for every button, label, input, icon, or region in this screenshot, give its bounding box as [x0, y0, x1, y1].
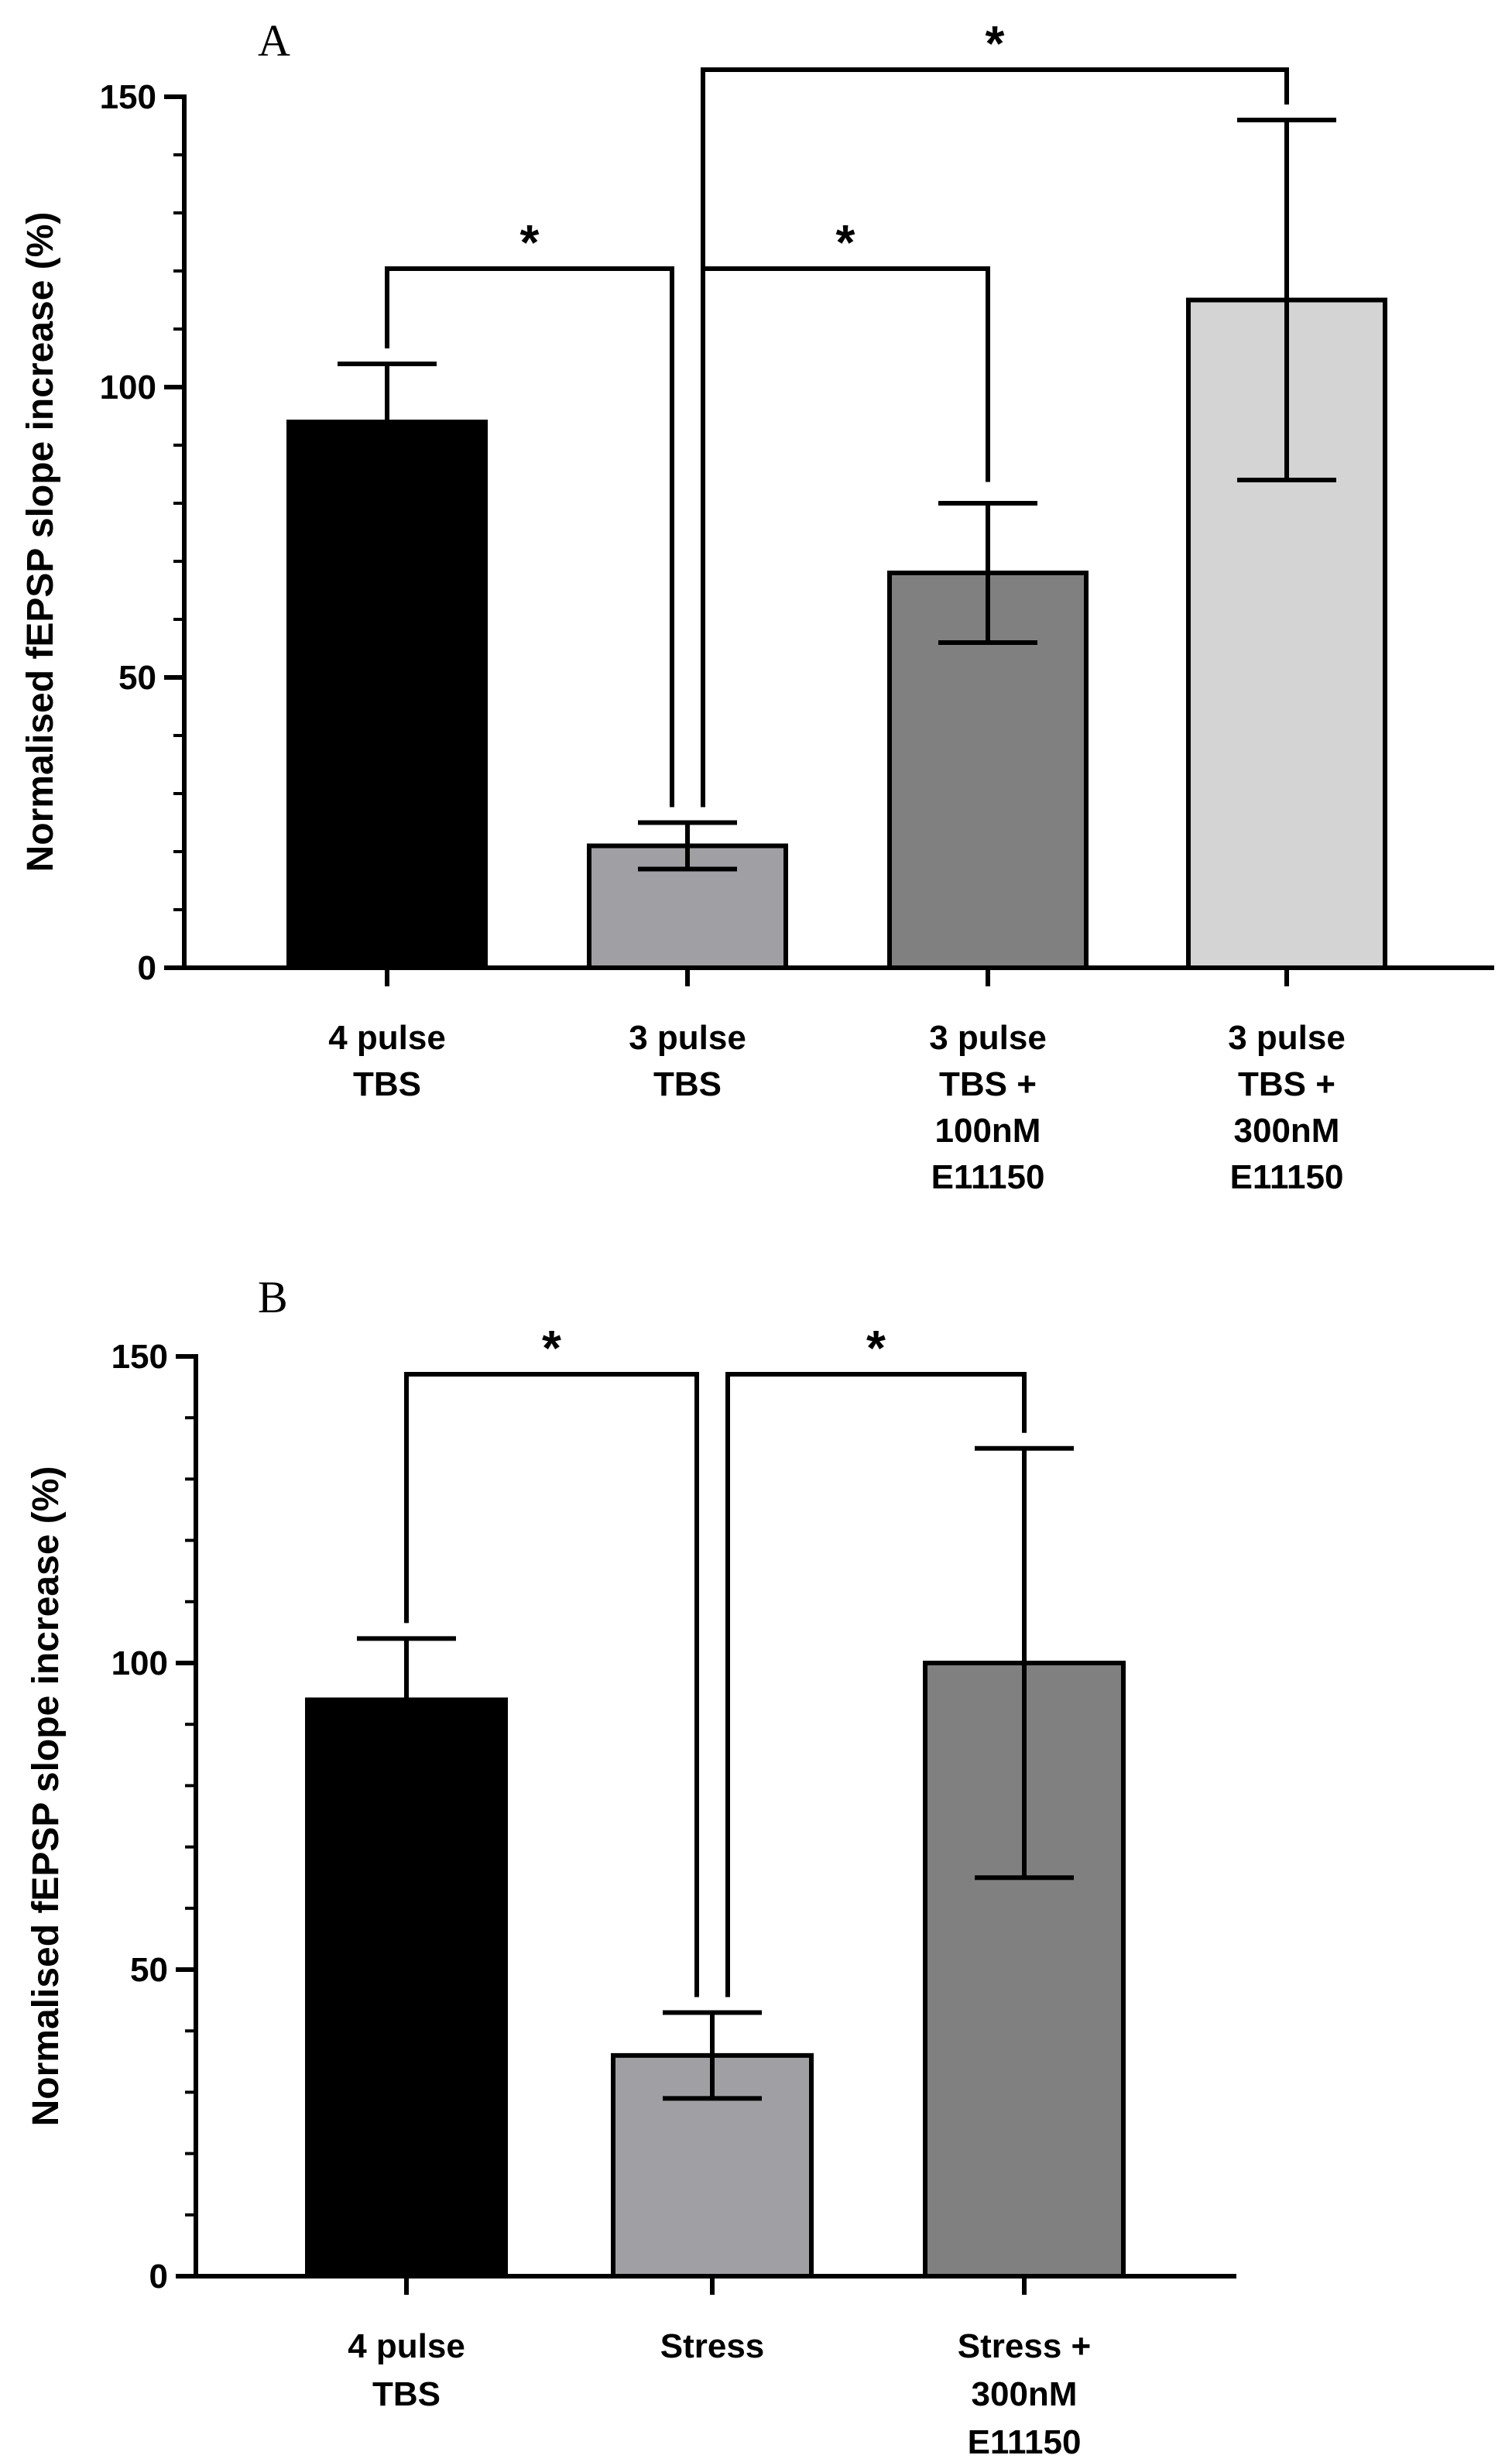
category-label-3: 3 pulse	[929, 1019, 1047, 1057]
panel-letter-b: B	[258, 1272, 288, 1322]
category-label-1: 4 pulse	[348, 2327, 465, 2365]
category-label-2: Stress	[660, 2327, 765, 2365]
category-label-4: 3 pulse	[1228, 1019, 1346, 1057]
y-tick-label: 150	[100, 78, 156, 116]
significance-bracket-1	[385, 266, 674, 808]
significance-bracket-2	[725, 1372, 1027, 1997]
y-tick-label: 100	[100, 369, 156, 406]
category-label-3: E11150	[931, 1158, 1045, 1196]
category-label-1: TBS	[353, 1065, 421, 1103]
y-tick-label: 0	[149, 2258, 168, 2296]
y-tick-label: 0	[138, 949, 156, 987]
category-label-3: 300nM	[972, 2375, 1078, 2413]
category-label-1: 4 pulse	[328, 1019, 446, 1057]
y-axis-title: Normalised fEPSP slope increase (%)	[20, 212, 61, 873]
category-label-3: Stress +	[958, 2327, 1091, 2365]
significance-star-1: *	[542, 1320, 561, 1376]
y-tick-label: 100	[111, 1644, 168, 1682]
category-label-3: E11150	[968, 2423, 1082, 2461]
significance-star-2: *	[836, 214, 855, 270]
category-label-4: TBS +	[1238, 1065, 1335, 1103]
y-tick-label: 50	[118, 659, 156, 697]
panel-letter-a: A	[258, 15, 290, 66]
panel-a: A 0 50 100 150 Normalised fEPSP slope increa…	[20, 15, 1494, 1196]
y-tick-label: 150	[111, 1338, 168, 1376]
significance-star-1: *	[520, 214, 540, 270]
y-tick-label: 50	[130, 1951, 168, 1989]
category-label-2: 3 pulse	[629, 1019, 746, 1057]
significance-bracket-3	[701, 67, 1289, 808]
significance-bracket-1	[404, 1372, 699, 1997]
category-label-4: E11150	[1230, 1158, 1344, 1196]
category-label-3: 100nM	[935, 1112, 1041, 1150]
panel-b: B 0 50 100 150 Normalised fEPSP slope increa…	[26, 1272, 1236, 2461]
significance-star-2: *	[866, 1320, 886, 1376]
category-label-3: TBS +	[939, 1065, 1037, 1103]
significance-star-3: *	[986, 15, 1005, 71]
bar-1	[286, 420, 488, 970]
category-label-4: 300nM	[1234, 1112, 1340, 1150]
category-label-2: TBS	[653, 1065, 722, 1103]
y-axis-title: Normalised fEPSP slope increase (%)	[26, 1466, 67, 2127]
bar-1	[305, 1697, 508, 2279]
category-label-1: TBS	[372, 2375, 441, 2413]
